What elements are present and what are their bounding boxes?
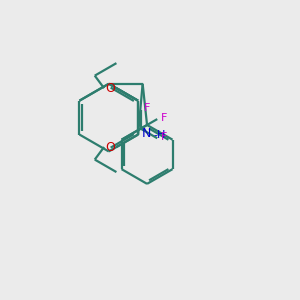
Text: F: F (144, 103, 150, 113)
Text: F: F (160, 112, 167, 123)
Text: N: N (142, 127, 151, 140)
Text: -H: -H (153, 130, 166, 140)
Text: O: O (105, 141, 115, 154)
Text: F: F (160, 132, 167, 142)
Text: O: O (105, 82, 115, 95)
